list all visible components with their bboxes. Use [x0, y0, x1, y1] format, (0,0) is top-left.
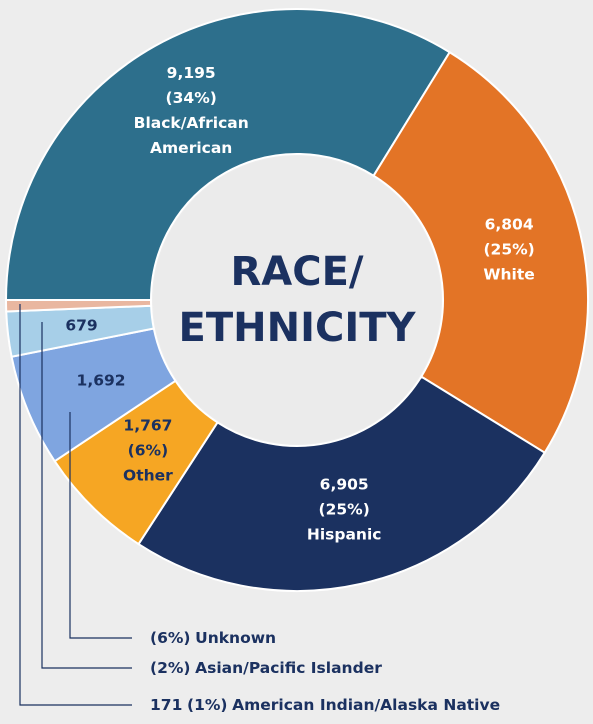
segment-label: 6,804 (25%) White [434, 212, 584, 287]
category-label: Hispanic [306, 525, 382, 544]
donut-segment [372, 50, 589, 455]
value-label: 171 [150, 696, 183, 714]
leader-line [69, 412, 132, 639]
chart-title: RACE/ ETHNICITY [179, 244, 416, 356]
donut-segment [4, 8, 452, 301]
category-label: Black/African American [133, 113, 249, 157]
outside-label: (2%) Asian/Pacific Islander [150, 659, 382, 677]
segment-label: 9,195 (34%) Black/African American [116, 61, 266, 161]
outside-label: (6%) Unknown [150, 629, 276, 647]
donut-segment [137, 375, 547, 592]
value-label: 9,195 [166, 63, 216, 82]
percent-label: (1%) [187, 696, 228, 714]
value-label: 1,767 [123, 416, 173, 435]
leader-line [41, 322, 132, 669]
percent-label: (6%) [150, 629, 191, 647]
leader-line [19, 304, 132, 706]
title-line: RACE/ [230, 249, 364, 295]
donut-hole [153, 156, 441, 444]
category-label: Asian/Pacific Islander [195, 659, 382, 677]
title-line: ETHNICITY [178, 305, 416, 351]
segment-label: 6,905 (25%) Hispanic [269, 472, 419, 547]
segment-label: 1,692 [26, 368, 176, 393]
segment-label: 1,767 (6%) Other [73, 413, 223, 488]
outside-label: 171 (1%) American Indian/Alaska Native [150, 696, 500, 714]
donut-segment [4, 299, 153, 313]
percent-label: (6%) [127, 441, 169, 460]
value-label: 679 [65, 316, 98, 335]
category-label: American Indian/Alaska Native [232, 696, 501, 714]
category-label: Other [123, 466, 173, 485]
percent-label: (25%) [483, 240, 535, 259]
category-label: White [483, 265, 535, 284]
percent-label: (25%) [318, 500, 370, 519]
category-label: Unknown [195, 629, 277, 647]
segment-label: 679 [7, 313, 157, 338]
value-label: 1,692 [76, 371, 126, 390]
percent-label: (2%) [150, 659, 191, 677]
percent-label: (34%) [165, 88, 217, 107]
value-label: 6,905 [319, 475, 369, 494]
value-label: 6,804 [484, 215, 534, 234]
